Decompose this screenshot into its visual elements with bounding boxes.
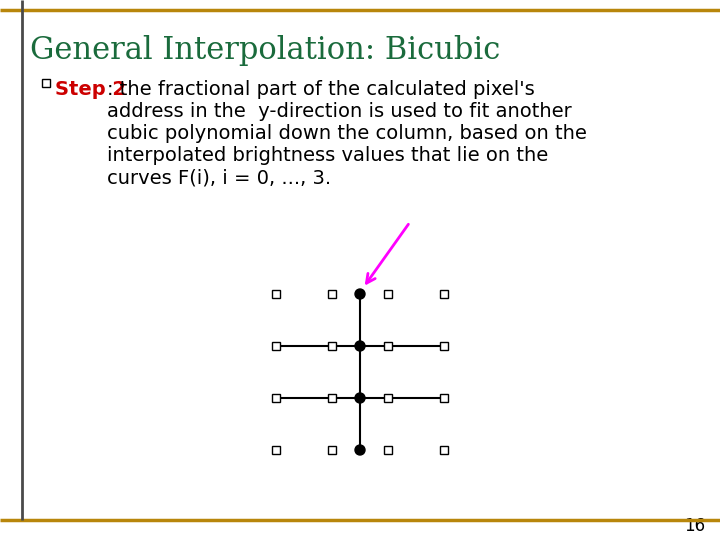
Circle shape [355, 341, 365, 351]
Bar [440, 290, 448, 298]
Bar [384, 446, 392, 454]
Bar [42, 79, 50, 87]
Bar [384, 290, 392, 298]
Circle shape [355, 393, 365, 403]
Bar [328, 342, 336, 350]
Bar [272, 394, 280, 402]
Text: 16: 16 [684, 517, 705, 535]
Bar [440, 342, 448, 350]
Bar [272, 290, 280, 298]
Circle shape [355, 445, 365, 455]
Bar [384, 342, 392, 350]
Text: : the fractional part of the calculated pixel's
address in the  y-direction is u: : the fractional part of the calculated … [107, 80, 587, 187]
Circle shape [355, 289, 365, 299]
Bar [328, 446, 336, 454]
Bar [384, 394, 392, 402]
Text: General Interpolation: Bicubic: General Interpolation: Bicubic [30, 35, 500, 66]
Bar [328, 290, 336, 298]
Bar [440, 394, 448, 402]
Bar [328, 394, 336, 402]
Bar [440, 446, 448, 454]
Bar [272, 446, 280, 454]
Bar [272, 342, 280, 350]
Text: Step 2: Step 2 [55, 80, 126, 99]
